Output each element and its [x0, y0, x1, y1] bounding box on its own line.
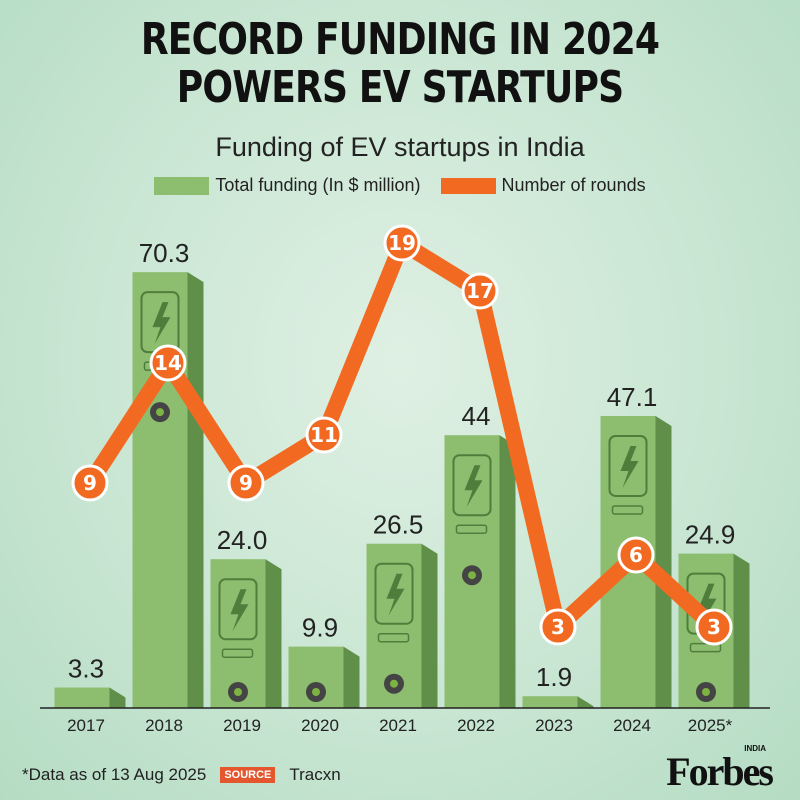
rounds-point	[539, 608, 577, 646]
rounds-point	[305, 416, 343, 454]
x-tick-label: 2017	[67, 716, 105, 735]
rounds-point	[71, 464, 109, 502]
chart-subtitle: Funding of EV startups in India	[215, 132, 585, 162]
bar-side	[577, 696, 594, 708]
rounds-point	[461, 272, 499, 310]
rounds-label: 3	[707, 615, 721, 639]
legend: Total funding (In $ million) Number of r…	[0, 175, 800, 196]
funding-bar	[444, 435, 516, 708]
lightning-icon	[386, 573, 405, 616]
x-tick-label: 2025*	[688, 716, 733, 735]
funding-bar	[132, 272, 204, 708]
x-tick-label: 2024	[613, 716, 651, 735]
rounds-label: 9	[83, 471, 97, 495]
bar-front	[522, 696, 578, 708]
lightning-icon	[152, 302, 171, 345]
socket-plug	[468, 571, 476, 580]
funding-bar	[210, 559, 282, 708]
rounds-label: 3	[551, 615, 565, 639]
bar-value-label: 70.3	[139, 238, 190, 268]
rounds-label: 19	[388, 231, 416, 255]
battery-icon	[455, 524, 488, 534]
lightning-icon	[620, 445, 639, 488]
charger-screen	[452, 454, 492, 517]
charger-screen	[218, 578, 258, 641]
funding-bar	[522, 696, 594, 708]
battery-icon	[689, 642, 722, 653]
bar-front	[54, 687, 110, 708]
x-tick-label: 2019	[223, 716, 261, 735]
lightning-icon	[464, 465, 483, 508]
bar-side	[265, 559, 282, 708]
bar-side	[499, 435, 516, 708]
rounds-label: 6	[629, 543, 643, 567]
rounds-label: 9	[239, 471, 253, 495]
bar-side	[343, 646, 360, 708]
x-tick-label: 2021	[379, 716, 417, 735]
chart-title: RECORD FUNDING IN 2024 POWERS EV STARTUPS	[140, 14, 660, 113]
battery-icon	[611, 505, 644, 515]
socket-plug	[390, 679, 398, 688]
bar-side	[421, 543, 438, 708]
source-name: Tracxn	[289, 765, 341, 784]
x-tick-label: 2022	[457, 716, 495, 735]
x-tick-label: 2018	[145, 716, 183, 735]
bar-value-label: 44	[462, 401, 491, 431]
bar-side	[733, 553, 750, 708]
footer: *Data as of 13 Aug 2025 SOURCE Tracxn	[22, 765, 341, 785]
lightning-icon	[698, 583, 717, 626]
charger-screen	[374, 562, 414, 625]
x-tick-label: 2023	[535, 716, 573, 735]
footnote: *Data as of 13 Aug 2025	[22, 765, 207, 784]
bar-value-label: 9.9	[302, 613, 338, 643]
lightning-icon	[230, 589, 249, 632]
legend-rounds: Number of rounds	[440, 175, 646, 196]
bar-value-label: 24.9	[685, 520, 736, 550]
socket-plug	[156, 408, 164, 417]
rounds-point	[617, 536, 655, 574]
bar-value-label: 26.5	[373, 510, 424, 540]
battery-icon	[221, 648, 254, 658]
rounds-label: 17	[466, 279, 494, 303]
rounds-label: 11	[310, 423, 338, 447]
socket-plug	[234, 688, 242, 696]
rounds-point	[149, 344, 187, 382]
charger-screen	[608, 434, 648, 497]
bar-side	[109, 687, 126, 708]
socket-plug	[702, 688, 710, 696]
x-tick-label: 2020	[301, 716, 339, 735]
rounds-point	[227, 464, 265, 502]
funding-bar	[54, 687, 126, 708]
funding-bar	[288, 646, 360, 708]
legend-funding: Total funding (In $ million)	[154, 175, 421, 196]
forbes-logo: INDIA Forbes	[666, 744, 774, 794]
rounds-point	[383, 224, 421, 262]
rounds-point	[695, 608, 733, 646]
bar-side	[187, 272, 204, 708]
battery-icon	[377, 632, 410, 643]
bar-side	[655, 415, 672, 708]
bar-value-label: 24.0	[217, 525, 268, 555]
funding-bar	[366, 543, 438, 708]
socket-plug	[312, 688, 320, 696]
source-badge: SOURCE	[220, 767, 276, 783]
rounds-label: 14	[154, 351, 182, 375]
bar-value-label: 1.9	[536, 662, 572, 692]
bar-value-label: 3.3	[68, 654, 104, 684]
bar-value-label: 47.1	[607, 382, 658, 412]
